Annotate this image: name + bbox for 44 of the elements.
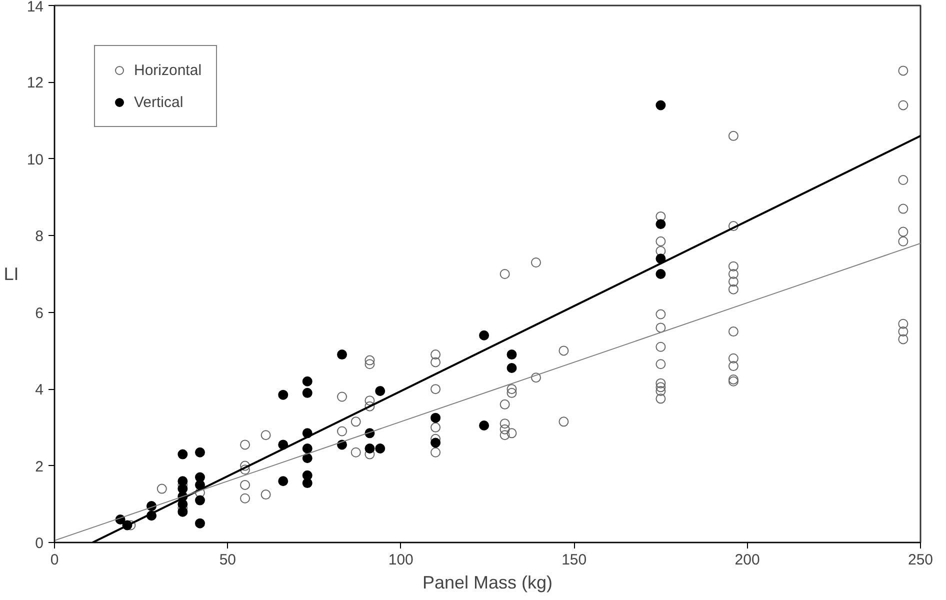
point (278, 390, 288, 400)
point (656, 269, 666, 279)
point (194, 447, 205, 458)
y-tick-label: 10 (26, 151, 44, 168)
x-tick-label: 100 (388, 552, 414, 568)
point (337, 350, 348, 360)
point (302, 388, 312, 398)
x-axis-title: Panel Mass (kg) (422, 572, 553, 592)
point (302, 444, 312, 454)
point (194, 518, 205, 528)
point (375, 386, 386, 396)
point (302, 376, 312, 386)
point (506, 362, 517, 373)
x-tick-label: 150 (562, 552, 587, 568)
x-tick-label: 200 (734, 552, 760, 568)
y-tick-label: 2 (35, 458, 44, 476)
point (656, 219, 666, 230)
point (506, 350, 517, 360)
point (364, 444, 375, 454)
x-tick-label: 50 (219, 552, 236, 568)
y-tick-label: 6 (35, 304, 44, 322)
legend-label: Vertical (134, 94, 184, 110)
y-tick-label: 4 (35, 382, 44, 399)
point (479, 330, 490, 340)
y-tick-label: 0 (35, 535, 44, 552)
legend-label: Horizontal (134, 62, 202, 78)
point (430, 412, 441, 423)
point (194, 480, 205, 490)
point (278, 476, 288, 486)
x-tick-label: 0 (50, 552, 59, 568)
point (194, 495, 205, 506)
point (430, 438, 441, 448)
x-tick-label: 250 (908, 552, 934, 568)
point (656, 100, 666, 110)
point (302, 478, 312, 488)
y-tick-label: 12 (26, 74, 44, 92)
point (479, 420, 490, 430)
y-tick-label: 14 (26, 0, 44, 16)
point (375, 444, 386, 454)
point (302, 453, 312, 464)
point (178, 449, 188, 460)
y-axis-title: LI (4, 264, 19, 284)
y-tick-label: 8 (35, 228, 44, 246)
point (178, 506, 188, 517)
